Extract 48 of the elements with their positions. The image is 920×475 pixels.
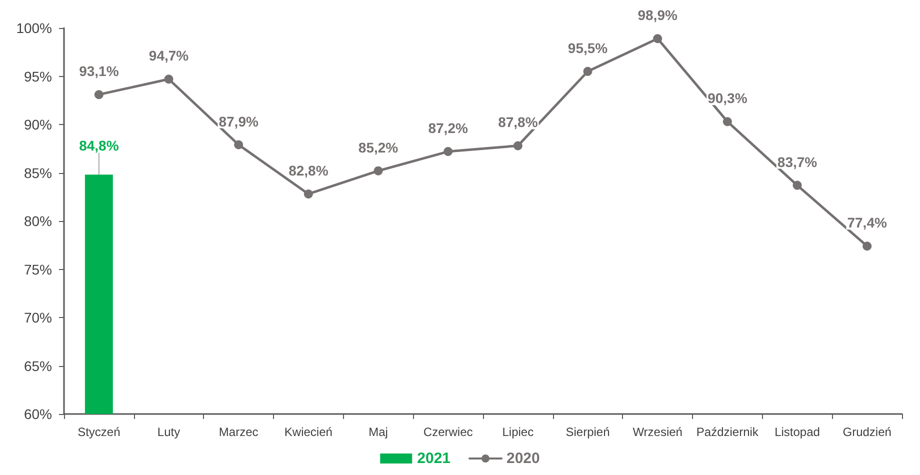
- y-tick-label: 60%: [24, 406, 52, 422]
- data-label: 83,7%: [777, 154, 818, 170]
- x-tick-label: Marzec: [218, 425, 258, 439]
- point: [234, 140, 244, 150]
- point: [792, 180, 802, 190]
- x-tick-label: Styczeń: [78, 425, 120, 439]
- data-label: 94,7%: [148, 48, 190, 64]
- x-tick-label: Czerwiec: [423, 425, 473, 439]
- y-tick-label: 100%: [16, 20, 52, 36]
- point: [513, 141, 522, 150]
- x-tick-label: Listopad: [774, 425, 820, 439]
- point: [444, 147, 453, 156]
- legend-label: 2020: [506, 450, 540, 467]
- legend-label: 2021: [417, 450, 451, 467]
- data-label: 82,8%: [288, 162, 329, 178]
- y-tick-label: 75%: [24, 261, 52, 278]
- data-label: 85,2%: [358, 139, 399, 156]
- point: [94, 90, 104, 100]
- y-tick-label: 70%: [24, 310, 52, 326]
- point: [862, 242, 872, 251]
- x-tick-label: Sierpień: [566, 425, 610, 439]
- x-tick-label: Maj: [368, 425, 388, 439]
- x-tick-label: Grudzień: [842, 425, 892, 439]
- y-tick-label: 95%: [24, 68, 52, 84]
- data-label: 95,5%: [568, 40, 608, 56]
- y-tick-label: 80%: [24, 213, 52, 229]
- data-label: 87,2%: [428, 120, 468, 136]
- point: [304, 189, 313, 198]
- point: [374, 166, 383, 176]
- point: [583, 66, 592, 76]
- x-tick-label: Lipiec: [502, 425, 534, 439]
- data-label: 77,4%: [847, 214, 888, 231]
- x-tick-label: Październik: [696, 425, 760, 439]
- data-label: 98,9%: [638, 7, 678, 24]
- data-label: 84,8%: [79, 138, 120, 154]
- data-label: 90,3%: [708, 90, 748, 106]
- data-label: 87,8%: [498, 114, 538, 130]
- x-tick-label: Kwiecień: [284, 425, 332, 439]
- x-tick-label: Wrzesień: [632, 425, 682, 439]
- point: [653, 34, 662, 44]
- point: [164, 74, 174, 84]
- y-tick-label: 65%: [24, 358, 52, 374]
- x-tick-label: Luty: [157, 425, 180, 439]
- y-tick-label: 85%: [24, 164, 52, 181]
- y-tick-label: 90%: [24, 116, 52, 132]
- data-label: 93,1%: [79, 63, 120, 80]
- data-label: 87,9%: [218, 113, 259, 130]
- point: [722, 117, 732, 126]
